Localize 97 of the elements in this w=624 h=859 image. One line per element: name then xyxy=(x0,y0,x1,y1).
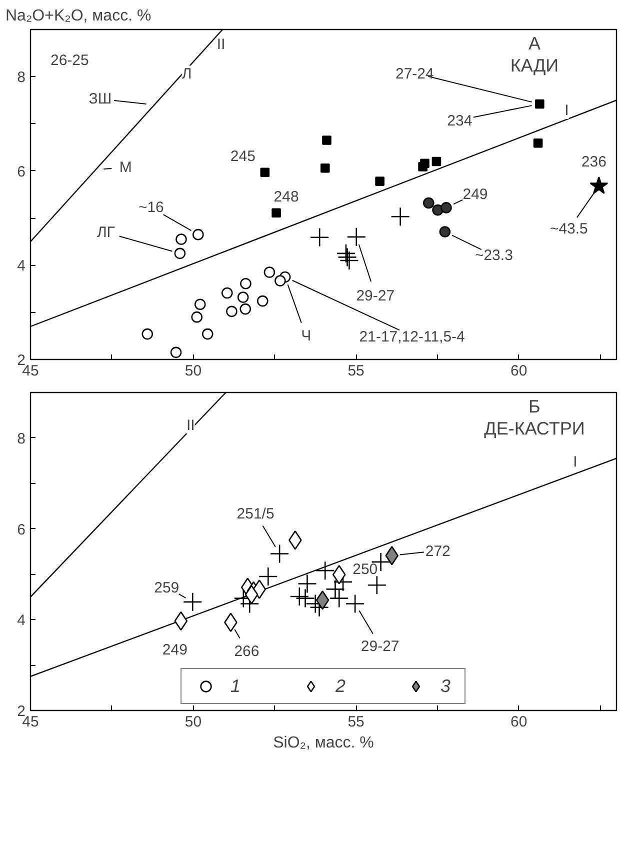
annotation: ~43.5 xyxy=(550,220,588,238)
annotation: II xyxy=(186,416,195,434)
annotation: 29-27 xyxy=(360,638,400,656)
point xyxy=(176,234,187,245)
point xyxy=(320,163,330,173)
annotation: 236 xyxy=(581,154,606,171)
y-tick-label: 6 xyxy=(17,521,26,538)
annotation: ЗШ xyxy=(88,90,112,108)
point xyxy=(264,266,276,278)
point xyxy=(174,611,188,631)
point xyxy=(310,228,330,248)
x-tick-label: 55 xyxy=(348,714,364,730)
point xyxy=(194,298,206,310)
legend-label: 1 xyxy=(230,676,242,696)
annotation: 249 xyxy=(462,186,488,204)
x-tick-label: 50 xyxy=(184,362,202,380)
annotation: 266 xyxy=(234,642,260,660)
chart-title: Б xyxy=(528,396,540,416)
x-tick-label: 50 xyxy=(184,714,202,730)
y-tick-label: 8 xyxy=(17,430,26,448)
point xyxy=(432,156,442,166)
annotation: II xyxy=(216,36,226,54)
point xyxy=(202,328,214,340)
point xyxy=(274,275,286,286)
point xyxy=(329,588,349,608)
y-axis-title: Na₂O+K₂O, масс. % xyxy=(6,8,152,24)
legend-label: 2 xyxy=(336,676,347,696)
annotation: М xyxy=(119,159,132,176)
annotation: 26-25 xyxy=(50,52,89,69)
point xyxy=(322,136,332,145)
annotation: 245 xyxy=(230,148,256,165)
text: КАДИ xyxy=(510,56,559,76)
point xyxy=(258,566,278,586)
point xyxy=(191,311,203,323)
annotation: 250 xyxy=(352,561,378,578)
point xyxy=(385,546,399,566)
point xyxy=(260,168,270,177)
point xyxy=(221,287,233,299)
annotation: 21-17,12-11,5-4 xyxy=(359,328,465,346)
chart-title: А xyxy=(528,34,540,54)
x-tick-label: 60 xyxy=(510,714,528,730)
annotation: 29-27 xyxy=(356,287,395,304)
point xyxy=(535,99,544,109)
y-tick-label: 6 xyxy=(17,163,26,180)
point xyxy=(375,176,384,186)
point xyxy=(272,208,281,218)
point xyxy=(367,575,387,595)
point xyxy=(192,228,204,240)
annotation: 259 xyxy=(154,579,180,596)
point xyxy=(174,248,186,260)
text: ДЕ-КАСТРИ xyxy=(484,418,585,438)
point xyxy=(298,574,317,594)
point xyxy=(237,292,249,303)
annotation: 272 xyxy=(425,543,450,560)
point xyxy=(290,586,310,606)
annotation: 251/5 xyxy=(236,505,274,522)
annotation: Л xyxy=(182,66,192,83)
x-tick-label: 55 xyxy=(348,362,364,380)
point xyxy=(296,588,315,608)
annotation: ~23.3 xyxy=(474,247,513,264)
point xyxy=(440,202,452,214)
annotation: I xyxy=(564,102,569,120)
annotation: 249 xyxy=(162,642,188,659)
x-axis-title: SiO₂, масс. % xyxy=(273,734,374,752)
point xyxy=(332,565,346,584)
point xyxy=(345,594,365,614)
point xyxy=(420,158,430,168)
annotation: ЛГ xyxy=(96,224,115,241)
point xyxy=(240,303,252,315)
y-tick-label: 8 xyxy=(17,69,26,86)
y-tick-label: 4 xyxy=(17,612,26,630)
point xyxy=(240,278,252,290)
annotation: I xyxy=(573,453,578,470)
point xyxy=(256,295,268,307)
point xyxy=(336,244,356,264)
annotation: 27-24 xyxy=(395,65,434,82)
legend-label: 3 xyxy=(440,676,452,696)
point xyxy=(439,226,451,238)
point xyxy=(423,197,434,209)
point xyxy=(182,592,202,612)
point xyxy=(390,207,410,226)
point xyxy=(270,544,290,564)
point xyxy=(590,176,608,194)
annotation: Ч xyxy=(301,328,312,344)
point xyxy=(226,306,238,318)
point xyxy=(315,560,335,580)
point xyxy=(340,250,359,270)
annotation: 248 xyxy=(274,188,299,206)
y-tick-label: 4 xyxy=(17,258,26,275)
point xyxy=(316,590,330,610)
annotation: ~16 xyxy=(138,199,164,216)
point xyxy=(170,346,182,358)
point xyxy=(142,328,154,340)
annotation: 234 xyxy=(447,112,472,130)
point xyxy=(338,248,357,267)
x-tick-label: 60 xyxy=(510,362,528,380)
point xyxy=(533,138,543,148)
